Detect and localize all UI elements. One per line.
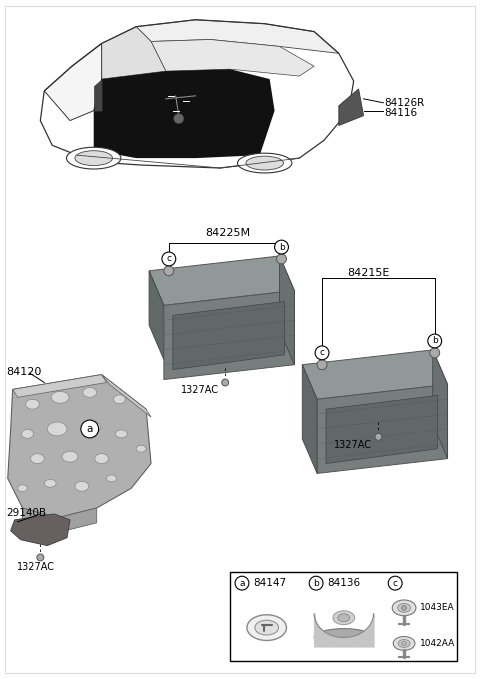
Ellipse shape [255,620,278,635]
Text: c: c [320,348,324,357]
Circle shape [275,240,288,254]
Ellipse shape [136,445,146,452]
Text: a: a [239,579,245,587]
Polygon shape [433,350,447,458]
Circle shape [164,266,174,276]
Circle shape [222,379,228,386]
Circle shape [37,554,44,561]
Circle shape [317,360,327,369]
Ellipse shape [75,481,89,491]
Ellipse shape [333,611,355,625]
Text: 84116: 84116 [384,108,418,117]
Text: 84225M: 84225M [205,228,251,238]
Ellipse shape [238,153,292,173]
Polygon shape [136,20,339,54]
Polygon shape [102,375,151,417]
Ellipse shape [67,147,121,169]
Polygon shape [326,395,438,464]
Text: 84147: 84147 [253,578,286,588]
Ellipse shape [398,640,410,647]
Ellipse shape [22,429,34,439]
Text: 1327AC: 1327AC [17,562,55,572]
Ellipse shape [338,614,350,622]
Circle shape [388,576,402,590]
Polygon shape [94,79,102,111]
Text: 1042AA: 1042AA [420,639,455,648]
Text: b: b [313,579,319,587]
Polygon shape [12,375,107,397]
Ellipse shape [30,454,44,464]
Text: b: b [432,337,438,346]
Polygon shape [149,256,294,306]
Circle shape [430,348,440,358]
Ellipse shape [113,395,125,404]
Ellipse shape [51,391,69,403]
Polygon shape [302,365,317,473]
Polygon shape [339,89,363,126]
Text: 29140B: 29140B [7,508,47,518]
Ellipse shape [116,430,127,438]
Text: b: b [278,242,284,252]
Ellipse shape [75,151,112,166]
Ellipse shape [107,475,117,482]
Polygon shape [8,375,151,518]
Ellipse shape [247,614,287,640]
Circle shape [375,433,382,440]
Polygon shape [23,508,96,533]
Circle shape [162,252,176,266]
Circle shape [309,576,323,590]
Text: 84215E: 84215E [348,268,390,278]
Circle shape [174,113,184,124]
Ellipse shape [397,604,410,612]
Ellipse shape [83,421,101,433]
Text: 1327AC: 1327AC [334,440,372,449]
Circle shape [428,334,442,348]
Polygon shape [302,350,447,399]
Ellipse shape [246,156,284,170]
Ellipse shape [95,454,108,464]
Polygon shape [11,514,70,546]
Text: a: a [86,424,93,434]
Text: 84136: 84136 [327,578,360,588]
Text: c: c [393,579,398,587]
Polygon shape [151,39,314,76]
Ellipse shape [62,451,78,462]
Ellipse shape [25,399,39,409]
Polygon shape [279,256,294,365]
Text: 84120: 84120 [7,367,42,377]
Ellipse shape [83,388,96,397]
Ellipse shape [392,600,416,616]
Circle shape [315,346,329,360]
Text: 84126R: 84126R [384,98,425,108]
Polygon shape [164,291,294,380]
Ellipse shape [393,636,415,650]
Text: 1327AC: 1327AC [180,386,219,395]
Ellipse shape [402,606,407,610]
Ellipse shape [18,485,27,492]
Text: 1043EA: 1043EA [420,604,455,612]
Bar [230,572,457,661]
Polygon shape [72,26,166,79]
Circle shape [235,576,249,590]
Polygon shape [317,384,447,473]
Ellipse shape [314,629,373,646]
Ellipse shape [47,422,67,436]
Polygon shape [44,43,102,121]
Polygon shape [94,69,275,158]
Circle shape [81,420,99,438]
Text: c: c [167,255,171,263]
Polygon shape [149,271,164,360]
Ellipse shape [402,642,407,646]
Circle shape [276,254,287,264]
Polygon shape [173,301,285,369]
Ellipse shape [44,479,56,488]
